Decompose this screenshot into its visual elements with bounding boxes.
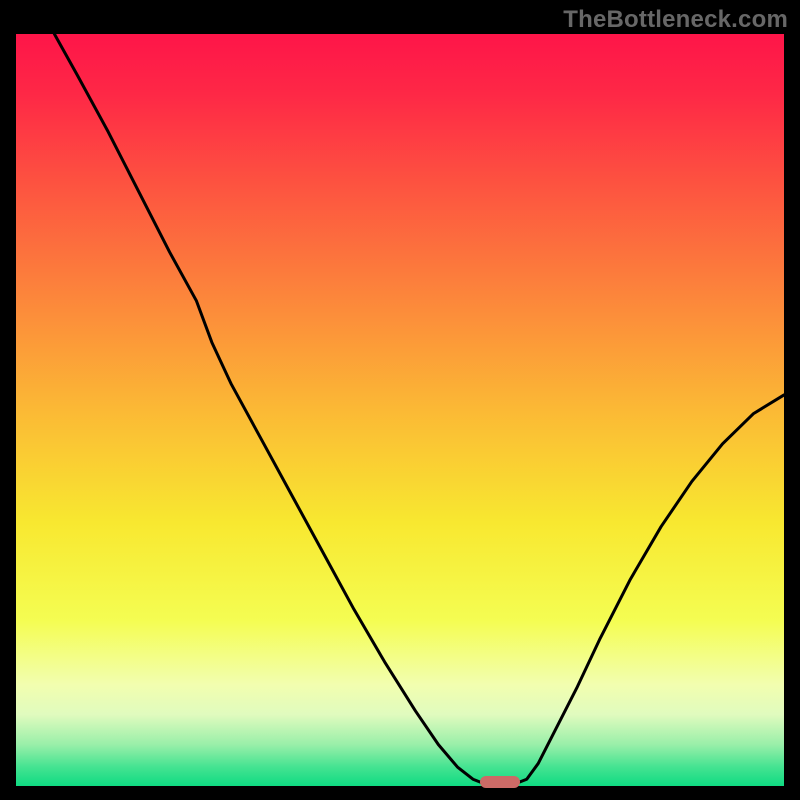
plot-area (16, 34, 784, 786)
chart-frame: TheBottleneck.com (0, 0, 800, 800)
optimum-marker (480, 776, 520, 788)
gradient-background (16, 34, 784, 786)
plot-svg (16, 34, 784, 786)
watermark-text: TheBottleneck.com (563, 6, 788, 34)
